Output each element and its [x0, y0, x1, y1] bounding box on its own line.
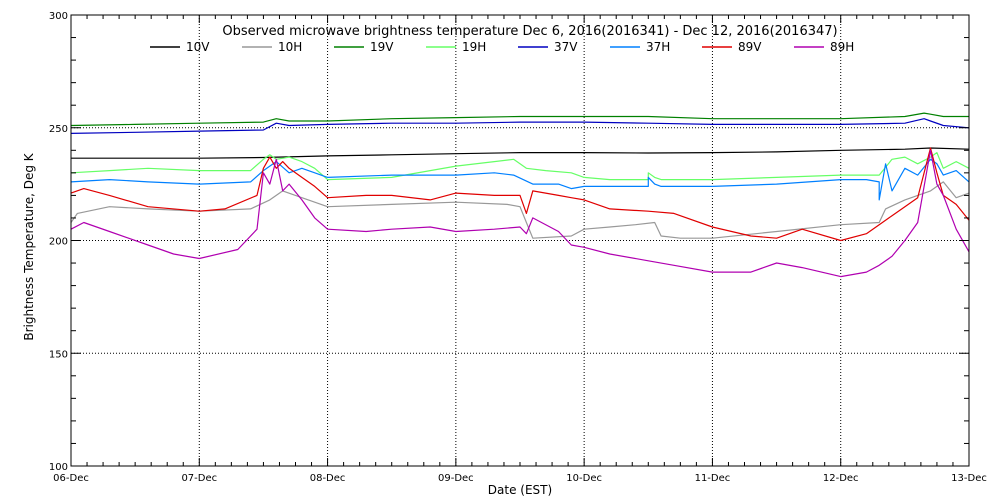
x-tick-label: 09-Dec: [438, 473, 474, 484]
series-line-10h: [70, 181, 970, 239]
legend: 10V 10H 19V 19H 37V 37H 89V 89H: [150, 40, 854, 54]
x-tick-label: 12-Dec: [823, 473, 859, 484]
legend-label-37h: 37H: [646, 40, 670, 54]
series-line-19h: [70, 152, 970, 181]
y-tick-label: 100: [49, 462, 68, 473]
x-tick-label: 11-Dec: [695, 473, 731, 484]
x-tick-label: 08-Dec: [310, 473, 346, 484]
series-line-89v: [70, 147, 970, 242]
x-tick-label: 06-Dec: [53, 473, 89, 484]
series-line-19v: [70, 112, 969, 127]
series-line-37v: [70, 118, 970, 134]
legend-label-10v: 10V: [186, 40, 210, 54]
y-tick-label: 150: [49, 349, 68, 360]
y-tick-label: 300: [49, 11, 68, 22]
legend-label-10h: 10H: [278, 40, 302, 54]
x-tick-label: 13-Dec: [951, 473, 987, 484]
legend-label-19v: 19V: [370, 40, 394, 54]
x-axis-label: Date (EST): [488, 483, 552, 497]
x-tick-label: 10-Dec: [566, 473, 602, 484]
series-line-10v: [71, 147, 970, 159]
axis-ticks: 06-Dec 07-Dec 08-Dec 09-Dec 10-Dec 11-Dec 12-D…: [49, 11, 987, 484]
y-axis-label: Brightness Temperature, Deg K: [22, 152, 36, 340]
legend-label-37v: 37V: [554, 40, 578, 54]
legend-label-19h: 19H: [462, 40, 486, 54]
legend-label-89h: 89H: [830, 40, 854, 54]
chart-title: Observed microwave brightness temperatur…: [222, 24, 837, 39]
series-line-89h: [70, 149, 970, 278]
series-lines: [70, 112, 970, 278]
y-tick-label: 200: [49, 237, 68, 248]
legend-label-89v: 89V: [738, 40, 762, 54]
y-tick-label: 250: [49, 124, 68, 135]
x-tick-label: 07-Dec: [181, 473, 217, 484]
